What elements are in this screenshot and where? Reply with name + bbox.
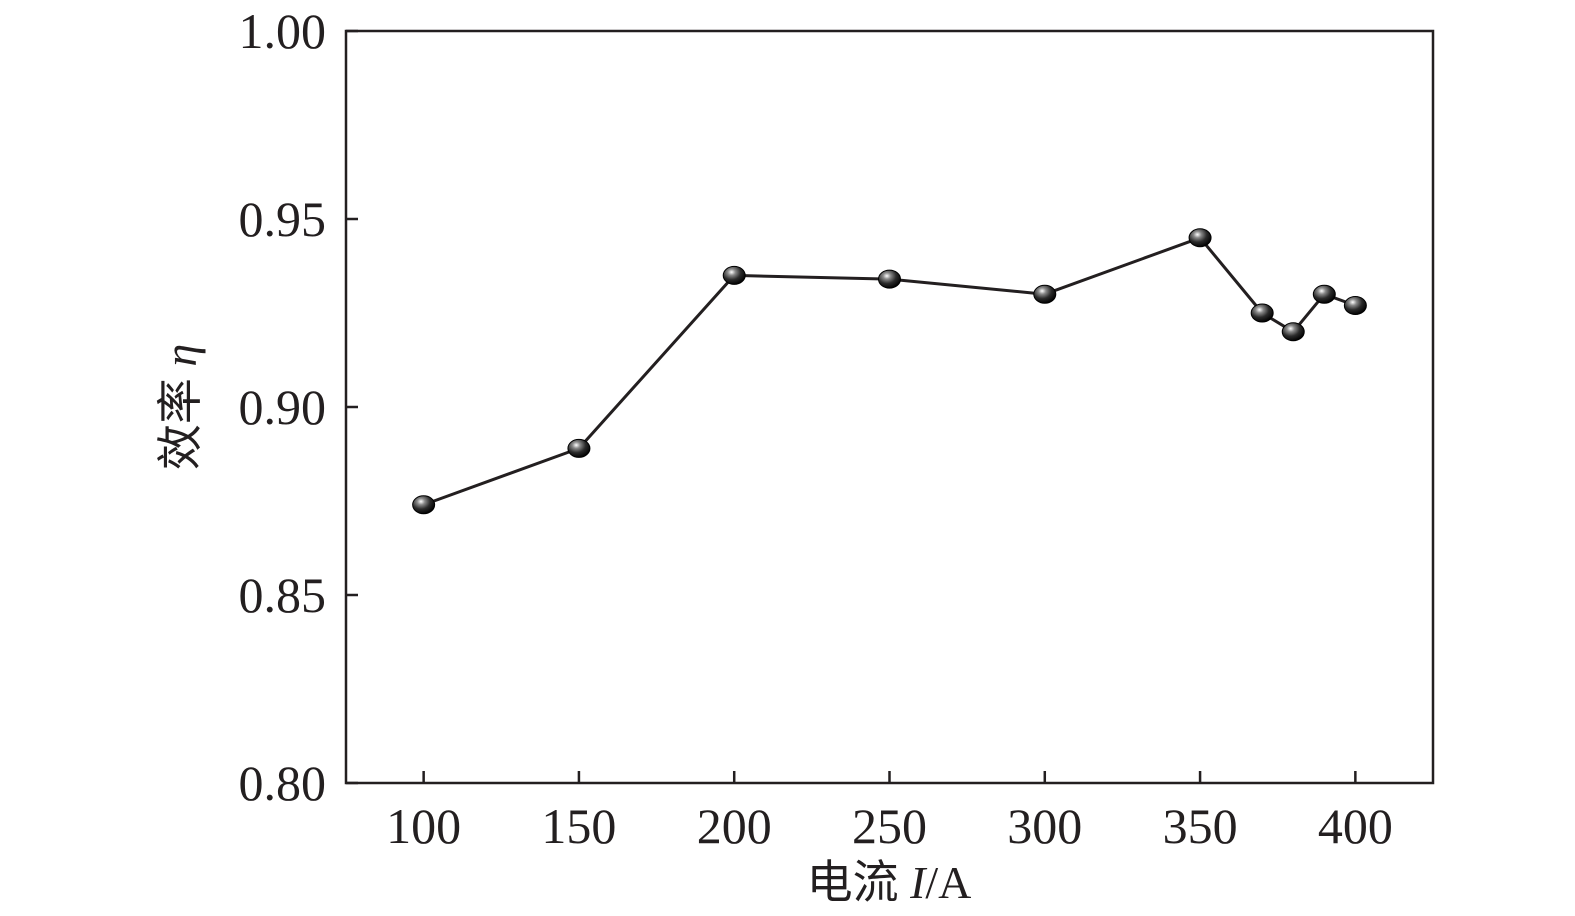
x-tick-label: 300 <box>1007 798 1082 854</box>
data-point <box>1312 284 1336 304</box>
data-point <box>1250 303 1274 323</box>
x-axis-label: 电流 I/A <box>807 857 972 908</box>
x-axis-label-unit: /A <box>925 857 971 908</box>
data-point <box>1281 322 1305 342</box>
plot-frame <box>344 29 1435 785</box>
data-point <box>1033 284 1057 304</box>
data-point <box>567 438 591 458</box>
y-tick-label: 0.85 <box>239 567 327 623</box>
y-tick-label: 0.95 <box>239 191 327 247</box>
data-point <box>1343 295 1367 315</box>
x-tick-label: 350 <box>1163 798 1238 854</box>
y-tick-label: 0.90 <box>239 379 327 435</box>
data-point <box>1188 228 1212 248</box>
x-axis: 100 150 200 250 300 350 400 <box>386 771 1393 854</box>
x-axis-label-prefix: 电流 <box>807 857 911 908</box>
x-axis-label-variable: I <box>909 857 928 908</box>
y-axis: 0.80 0.85 0.90 0.95 1.00 <box>239 3 358 811</box>
data-point <box>878 269 901 289</box>
y-axis-label-prefix: 效率 <box>155 367 206 471</box>
y-axis-label: 效率 η <box>155 344 206 470</box>
x-tick-label: 400 <box>1318 798 1393 854</box>
x-tick-label: 150 <box>541 798 616 854</box>
y-tick-label: 0.80 <box>239 755 327 811</box>
series-layer <box>412 228 1367 515</box>
series-line <box>423 236 1356 507</box>
y-tick-label: 1.00 <box>239 3 327 59</box>
x-tick-label: 200 <box>697 798 772 854</box>
y-axis-label-variable: η <box>155 344 206 367</box>
data-point <box>722 265 746 285</box>
data-point <box>412 495 436 515</box>
x-tick-label: 100 <box>386 798 461 854</box>
x-tick-label: 250 <box>852 798 927 854</box>
